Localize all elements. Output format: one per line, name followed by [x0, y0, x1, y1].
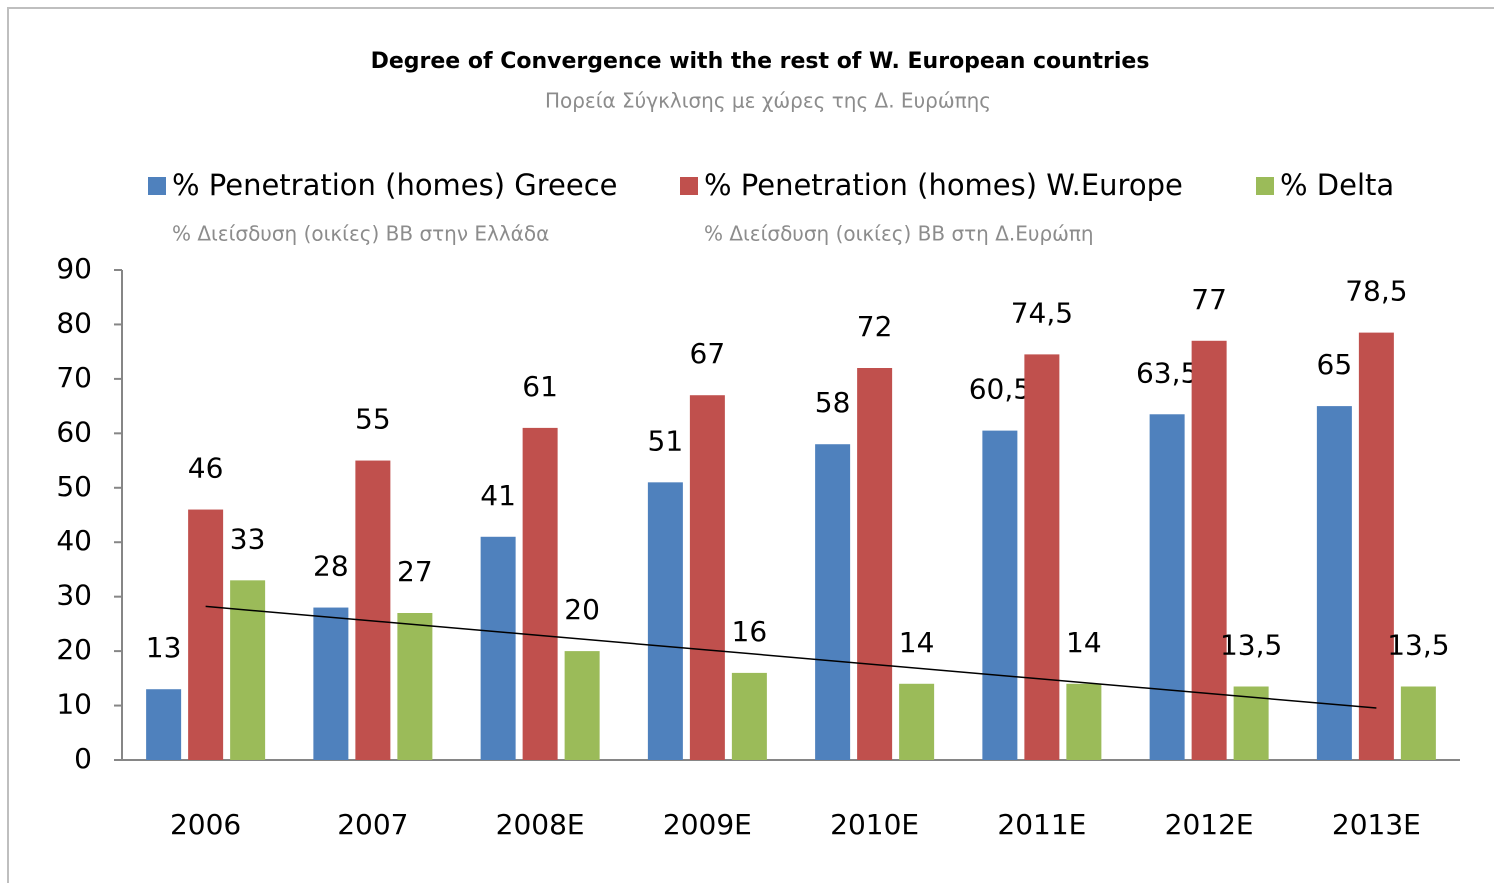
data-label: 77 [1191, 283, 1227, 316]
chart-title: Degree of Convergence with the rest of W… [371, 49, 1150, 74]
y-tick-label: 70 [56, 361, 92, 394]
legend-label: % Penetration (homes) Greece [172, 168, 618, 202]
data-label: 28 [313, 550, 349, 583]
chart-subtitle: Πορεία Σύγκλισης με χώρες της Δ. Ευρώπης [545, 89, 991, 113]
bar [1149, 414, 1185, 760]
bar [899, 683, 935, 760]
data-label: 58 [815, 386, 851, 419]
y-tick-label: 20 [56, 633, 92, 666]
data-label: 65 [1317, 348, 1353, 381]
data-label: 20 [564, 593, 600, 626]
trendline [205, 605, 1377, 709]
bar [146, 689, 182, 760]
bar [397, 613, 433, 760]
data-label: 14 [1066, 626, 1102, 659]
legend-swatch [1256, 177, 1274, 195]
x-tick-label: 2006 [170, 808, 241, 841]
bar [647, 482, 683, 760]
data-label: 46 [188, 452, 224, 485]
data-label: 67 [690, 337, 726, 370]
y-tick-label: 10 [56, 688, 92, 721]
bar [313, 607, 349, 760]
bar [1358, 332, 1394, 760]
y-tick-label: 80 [56, 306, 92, 339]
bar [857, 368, 893, 760]
data-label: 60,5 [969, 373, 1031, 406]
legend-swatch [680, 177, 698, 195]
x-tick-label: 2008E [496, 808, 585, 841]
x-tick-label: 2009E [663, 808, 752, 841]
y-tick-label: 90 [56, 252, 92, 285]
y-tick-label: 30 [56, 579, 92, 612]
data-label: 63,5 [1136, 356, 1198, 389]
bar [564, 651, 600, 760]
y-tick-label: 0 [74, 742, 92, 775]
bar [689, 395, 725, 760]
bar [1400, 686, 1436, 760]
legend-swatch [148, 177, 166, 195]
bar [480, 536, 516, 760]
y-tick-label: 40 [56, 524, 92, 557]
x-tick-label: 2010E [830, 808, 919, 841]
data-label: 41 [480, 479, 516, 512]
bar [1024, 354, 1060, 760]
bar [230, 580, 266, 760]
data-label: 13 [146, 631, 182, 664]
bar [982, 430, 1018, 760]
bar [731, 672, 767, 760]
data-label: 13,5 [1220, 629, 1282, 662]
legend-label: % Penetration (homes) W.Europe [704, 168, 1183, 202]
data-label: 27 [397, 555, 433, 588]
chart-border [7, 7, 1494, 883]
data-label: 78,5 [1345, 275, 1407, 308]
bar [355, 460, 391, 760]
y-tick-label: 50 [56, 470, 92, 503]
x-tick-label: 2011E [997, 808, 1086, 841]
data-label: 14 [899, 626, 935, 659]
legend-label: % Delta [1280, 168, 1394, 202]
bar [1316, 406, 1352, 760]
x-tick-label: 2012E [1165, 808, 1254, 841]
data-label: 13,5 [1387, 629, 1449, 662]
x-tick-label: 2007 [337, 808, 408, 841]
y-tick-label: 60 [56, 415, 92, 448]
x-tick-label: 2013E [1332, 808, 1421, 841]
data-label: 74,5 [1011, 296, 1073, 329]
legend-sublabel: % Διείσδυση (οικίες) ΒΒ στην Ελλάδα [172, 222, 549, 246]
bar [188, 509, 224, 760]
data-label: 16 [732, 615, 768, 648]
data-label: 51 [648, 424, 684, 457]
bar [1066, 683, 1102, 760]
data-label: 33 [230, 522, 266, 555]
bar [522, 427, 558, 760]
bar [1191, 340, 1227, 760]
bar [815, 444, 851, 760]
data-label: 72 [857, 310, 893, 343]
data-label: 55 [355, 403, 391, 436]
data-label: 61 [522, 370, 558, 403]
legend-sublabel: % Διείσδυση (οικίες) ΒΒ στη Δ.Ευρώπη [704, 222, 1094, 246]
